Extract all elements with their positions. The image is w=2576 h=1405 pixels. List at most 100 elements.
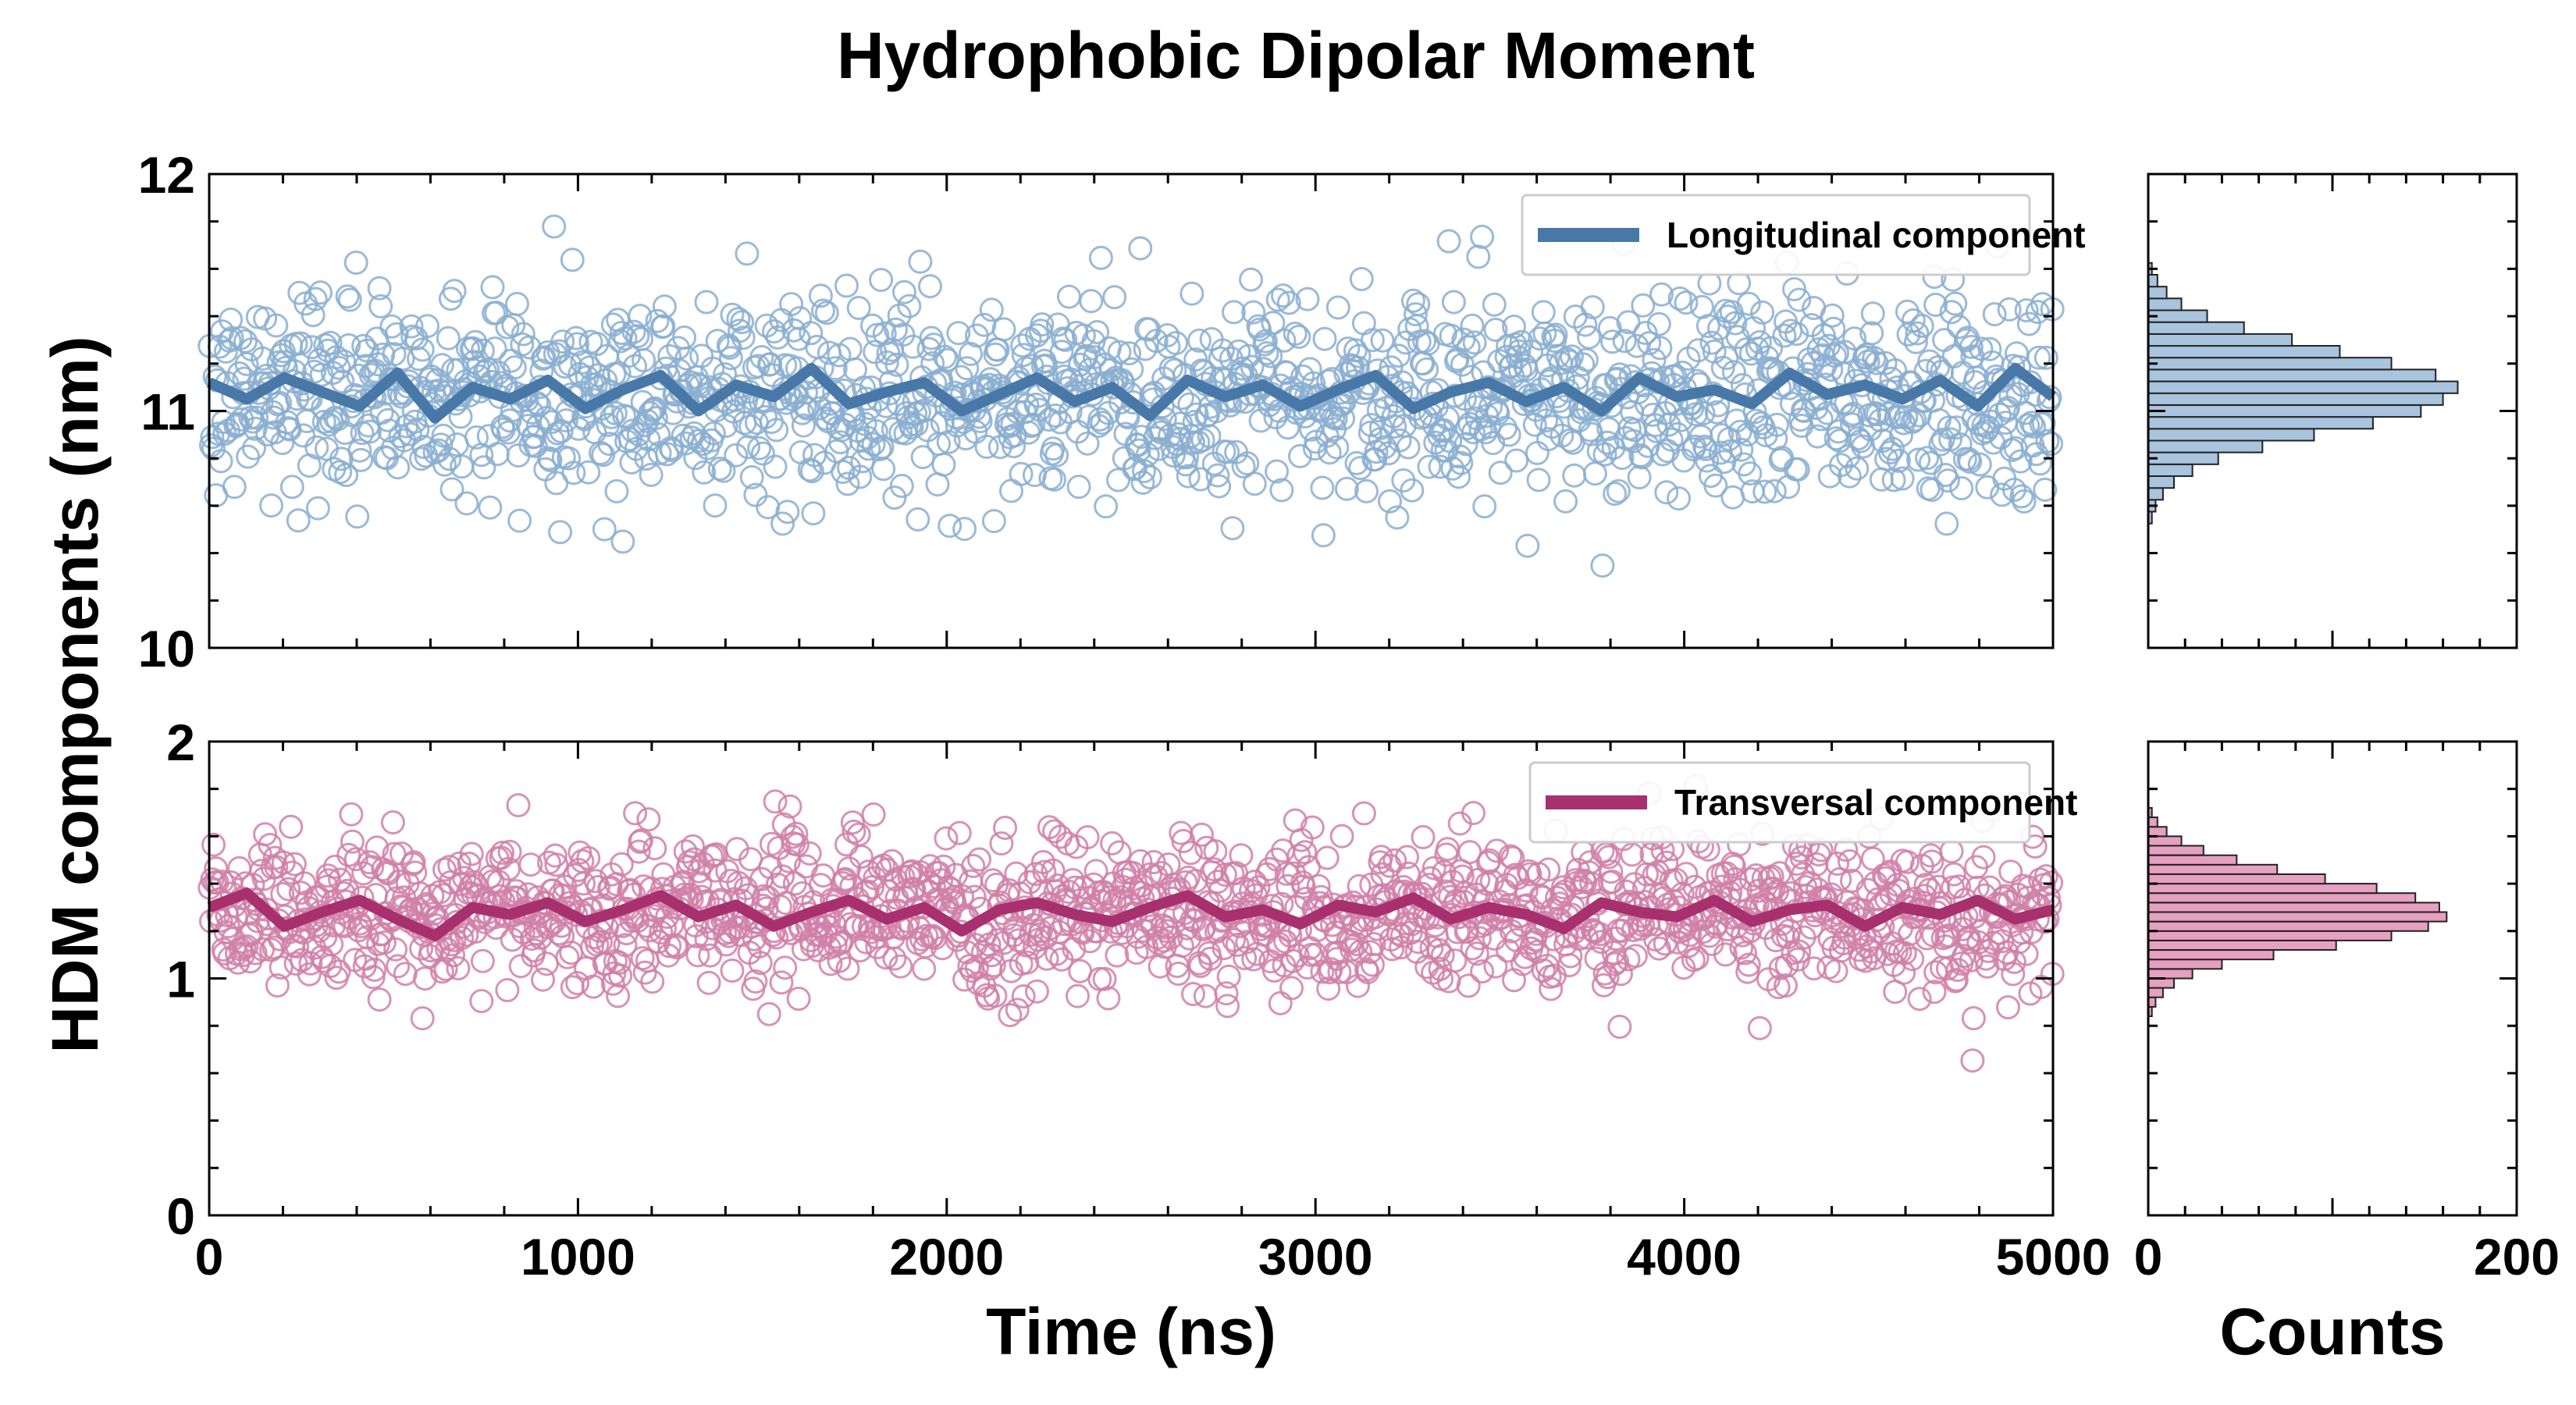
figure-title: Hydrophobic Dipolar Moment <box>837 19 1755 92</box>
longitudinal-hist-bar <box>2147 416 2374 430</box>
longitudinal-point <box>2008 449 2033 474</box>
transversal-point <box>720 959 745 983</box>
longitudinal-point <box>368 293 393 318</box>
transversal-point <box>1229 843 1254 868</box>
transversal-point <box>1105 943 1130 968</box>
transversal-point <box>640 969 665 994</box>
longitudinal-point <box>523 433 548 458</box>
longitudinal-point <box>1370 328 1395 353</box>
longitudinal-point <box>1905 321 1930 346</box>
longitudinal-point <box>711 458 736 483</box>
longitudinal-point <box>437 446 462 471</box>
transversal-point <box>1203 839 1228 864</box>
transversal-point <box>522 938 546 963</box>
transversal-point <box>446 956 471 980</box>
longitudinal-point <box>703 493 728 518</box>
transversal-point <box>1691 919 1716 944</box>
longitudinal-point <box>1130 470 1155 495</box>
longitudinal-point <box>1301 371 1326 396</box>
longitudinal-y-ticks <box>209 173 2053 649</box>
longitudinal-point <box>1009 461 1034 486</box>
longitudinal-point <box>1412 329 1437 354</box>
longitudinal-point <box>1710 355 1735 380</box>
longitudinal-point <box>730 310 755 335</box>
longitudinal-point <box>429 432 454 457</box>
longitudinal-point <box>1220 516 1245 541</box>
longitudinal-hist-ticks <box>2147 173 2518 649</box>
longitudinal-point <box>308 280 333 305</box>
transversal-point <box>899 859 924 884</box>
longitudinal-point <box>613 326 638 351</box>
transversal-point <box>1557 953 1582 977</box>
longitudinal-point <box>1462 330 1487 355</box>
transversal-point <box>1892 941 1917 966</box>
longitudinal-point <box>1881 468 1906 493</box>
longitudinal-point <box>865 322 890 347</box>
longitudinal-point <box>884 352 909 377</box>
longitudinal-point <box>375 407 400 432</box>
longitudinal-point <box>779 292 804 317</box>
transversal-point <box>623 801 648 826</box>
longitudinal-point <box>882 486 907 510</box>
transversal-point <box>1169 934 1194 959</box>
longitudinal-point <box>869 268 894 293</box>
longitudinal-point <box>1107 340 1132 365</box>
longitudinal-point <box>1592 442 1617 467</box>
transversal-hist-bar <box>2147 835 2183 847</box>
transversal-point <box>930 936 955 961</box>
longitudinal-point <box>674 346 699 371</box>
transversal-point <box>585 875 610 899</box>
longitudinal-point <box>1184 402 1209 427</box>
longitudinal-point <box>1842 326 1867 351</box>
transversal-point <box>756 1001 781 1026</box>
transversal-point <box>1411 825 1436 849</box>
longitudinal-point <box>1359 413 1384 437</box>
longitudinal-point <box>1325 295 1350 320</box>
longitudinal-point <box>1222 300 1246 325</box>
hist-x-tick-labels: 0 200 <box>2134 1228 2560 1286</box>
transversal-point <box>626 839 651 864</box>
x-tick-labels: 0 1000 2000 3000 4000 5000 <box>195 1228 2111 1286</box>
transversal-point <box>1289 827 1314 852</box>
longitudinal-hist-bar <box>2147 368 2437 382</box>
longitudinal-point <box>331 349 356 374</box>
longitudinal-point <box>1041 436 1066 461</box>
longitudinal-point <box>242 436 266 461</box>
longitudinal-point <box>1387 428 1412 453</box>
transversal-point <box>606 984 631 1008</box>
transversal-histogram <box>2147 807 2448 1018</box>
longitudinal-point <box>1607 362 1632 387</box>
longitudinal-point <box>2039 432 2064 456</box>
transversal-y-ticks <box>209 740 2053 1217</box>
longitudinal-point <box>621 319 646 344</box>
transversal-y-tick-label: 0 <box>166 1187 195 1245</box>
longitudinal-point <box>2016 311 2041 336</box>
longitudinal-point <box>632 348 656 372</box>
longitudinal-point <box>1347 343 1372 368</box>
transversal-point <box>1225 932 1250 957</box>
longitudinal-point <box>1344 450 1369 475</box>
transversal-hist-bar <box>2147 854 2238 866</box>
transversal-point <box>1181 982 1205 1006</box>
transversal-point <box>1246 875 1271 900</box>
transversal-point <box>1190 822 1214 847</box>
longitudinal-point <box>334 463 359 487</box>
longitudinal-point <box>454 491 479 516</box>
transversal-point <box>1295 955 1320 980</box>
transversal-hist-bar <box>2147 949 2275 961</box>
longitudinal-point <box>259 493 283 518</box>
longitudinal-point <box>318 330 343 355</box>
longitudinal-legend: Longitudinal component <box>1521 194 2086 276</box>
hist-x-axis-label: Counts <box>2219 1295 2445 1368</box>
longitudinal-point <box>471 455 496 480</box>
longitudinal-point <box>1820 303 1845 328</box>
longitudinal-y-tick-label: 10 <box>138 620 195 678</box>
longitudinal-point <box>480 275 505 300</box>
longitudinal-point <box>1752 479 1777 504</box>
transversal-point <box>934 826 959 851</box>
transversal-legend: Transversal component <box>1528 761 2077 844</box>
transversal-point <box>1536 857 1561 882</box>
longitudinal-point <box>213 339 238 364</box>
transversal-point <box>1620 842 1645 867</box>
